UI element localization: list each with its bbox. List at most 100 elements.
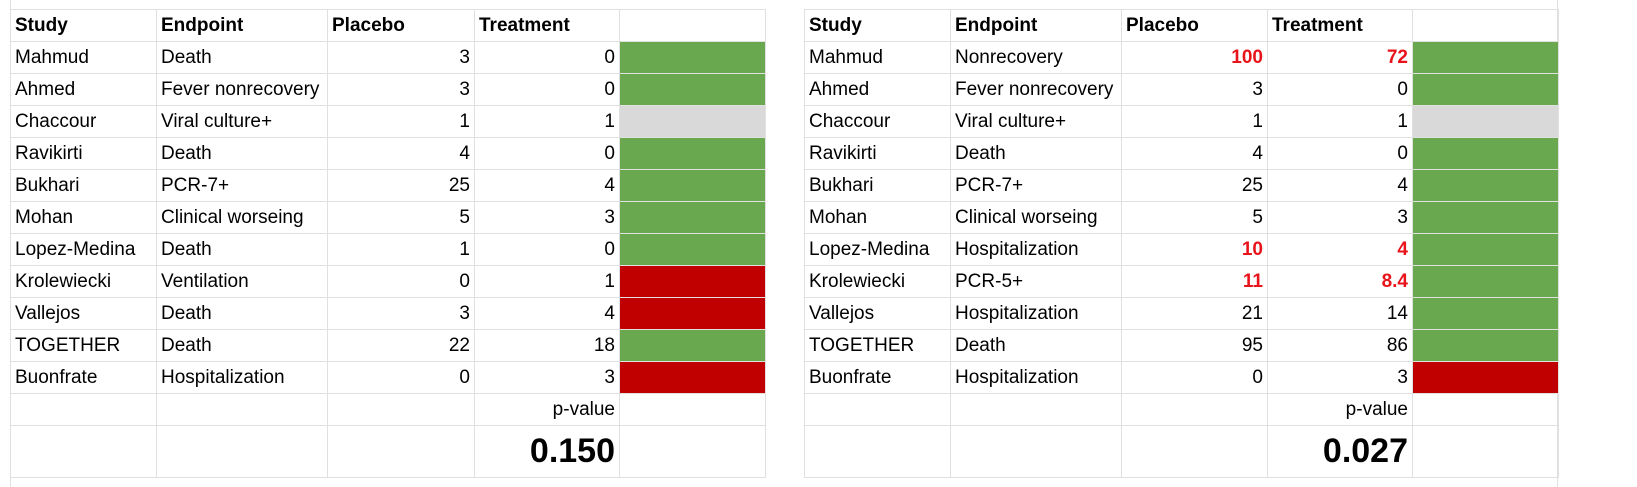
empty-cell[interactable] (1121, 393, 1268, 426)
header-color[interactable] (1412, 9, 1559, 42)
header-study[interactable]: Study (10, 9, 157, 42)
placebo-cell[interactable]: 3 (327, 73, 475, 106)
placebo-cell[interactable]: 1 (327, 233, 475, 266)
treatment-cell[interactable]: 3 (1267, 361, 1413, 394)
placebo-cell[interactable]: 25 (327, 169, 475, 202)
treatment-cell[interactable]: 1 (474, 265, 620, 298)
p-value[interactable]: 0.150 (474, 425, 620, 478)
placebo-cell[interactable]: 100 (1121, 41, 1268, 74)
placebo-cell[interactable]: 22 (327, 329, 475, 362)
study-cell[interactable]: Lopez-Medina (10, 233, 157, 266)
treatment-cell[interactable]: 3 (474, 361, 620, 394)
header-placebo[interactable]: Placebo (1121, 9, 1268, 42)
empty-cell[interactable] (1412, 393, 1559, 426)
study-cell[interactable]: Krolewiecki (10, 265, 157, 298)
result-color-cell[interactable] (619, 297, 766, 330)
treatment-cell[interactable]: 8.4 (1267, 265, 1413, 298)
study-cell[interactable]: Mahmud (804, 41, 951, 74)
treatment-cell[interactable]: 18 (474, 329, 620, 362)
placebo-cell[interactable]: 10 (1121, 233, 1268, 266)
endpoint-cell[interactable]: PCR-7+ (156, 169, 328, 202)
result-color-cell[interactable] (619, 329, 766, 362)
treatment-cell[interactable]: 72 (1267, 41, 1413, 74)
result-color-cell[interactable] (1412, 169, 1559, 202)
endpoint-cell[interactable]: Death (156, 297, 328, 330)
endpoint-cell[interactable]: Death (950, 329, 1122, 362)
placebo-cell[interactable]: 5 (327, 201, 475, 234)
endpoint-cell[interactable]: PCR-5+ (950, 265, 1122, 298)
p-value-label[interactable]: p-value (1267, 393, 1413, 426)
endpoint-cell[interactable]: Hospitalization (950, 361, 1122, 394)
treatment-cell[interactable]: 0 (1267, 73, 1413, 106)
treatment-cell[interactable]: 86 (1267, 329, 1413, 362)
placebo-cell[interactable]: 0 (1121, 361, 1268, 394)
study-cell[interactable]: Krolewiecki (804, 265, 951, 298)
study-cell[interactable]: Buonfrate (804, 361, 951, 394)
endpoint-cell[interactable]: Fever nonrecovery (156, 73, 328, 106)
result-color-cell[interactable] (1412, 233, 1559, 266)
endpoint-cell[interactable]: Fever nonrecovery (950, 73, 1122, 106)
result-color-cell[interactable] (1412, 137, 1559, 170)
result-color-cell[interactable] (1412, 297, 1559, 330)
result-color-cell[interactable] (619, 265, 766, 298)
study-cell[interactable]: TOGETHER (804, 329, 951, 362)
treatment-cell[interactable]: 0 (474, 73, 620, 106)
treatment-cell[interactable]: 4 (1267, 169, 1413, 202)
treatment-cell[interactable]: 0 (1267, 137, 1413, 170)
placebo-cell[interactable]: 25 (1121, 169, 1268, 202)
treatment-cell[interactable]: 14 (1267, 297, 1413, 330)
endpoint-cell[interactable]: Clinical worseing (950, 201, 1122, 234)
empty-cell[interactable] (619, 425, 766, 478)
study-cell[interactable]: Vallejos (10, 297, 157, 330)
endpoint-cell[interactable]: Viral culture+ (156, 105, 328, 138)
result-color-cell[interactable] (619, 137, 766, 170)
result-color-cell[interactable] (619, 169, 766, 202)
result-color-cell[interactable] (1412, 201, 1559, 234)
endpoint-cell[interactable]: Nonrecovery (950, 41, 1122, 74)
empty-cell[interactable] (10, 425, 157, 478)
treatment-cell[interactable]: 1 (1267, 105, 1413, 138)
empty-cell[interactable] (10, 393, 157, 426)
result-color-cell[interactable] (619, 41, 766, 74)
placebo-cell[interactable]: 5 (1121, 201, 1268, 234)
treatment-cell[interactable]: 3 (1267, 201, 1413, 234)
empty-cell[interactable] (950, 425, 1122, 478)
header-study[interactable]: Study (804, 9, 951, 42)
endpoint-cell[interactable]: Hospitalization (950, 233, 1122, 266)
empty-cell[interactable] (804, 393, 951, 426)
treatment-cell[interactable]: 1 (474, 105, 620, 138)
placebo-cell[interactable]: 4 (1121, 137, 1268, 170)
treatment-cell[interactable]: 4 (474, 169, 620, 202)
study-cell[interactable]: Ahmed (10, 73, 157, 106)
study-cell[interactable]: Mahmud (10, 41, 157, 74)
p-value[interactable]: 0.027 (1267, 425, 1413, 478)
treatment-cell[interactable]: 4 (1267, 233, 1413, 266)
empty-cell[interactable] (327, 393, 475, 426)
empty-cell[interactable] (804, 425, 951, 478)
study-cell[interactable]: Chaccour (10, 105, 157, 138)
study-cell[interactable]: Bukhari (10, 169, 157, 202)
result-color-cell[interactable] (1412, 105, 1559, 138)
header-placebo[interactable]: Placebo (327, 9, 475, 42)
result-color-cell[interactable] (1412, 41, 1559, 74)
endpoint-cell[interactable]: Ventilation (156, 265, 328, 298)
placebo-cell[interactable]: 4 (327, 137, 475, 170)
empty-cell[interactable] (619, 393, 766, 426)
endpoint-cell[interactable]: Death (950, 137, 1122, 170)
result-color-cell[interactable] (1412, 73, 1559, 106)
study-cell[interactable]: Ravikirti (804, 137, 951, 170)
placebo-cell[interactable]: 3 (327, 297, 475, 330)
endpoint-cell[interactable]: Hospitalization (950, 297, 1122, 330)
endpoint-cell[interactable]: Clinical worseing (156, 201, 328, 234)
header-endpoint[interactable]: Endpoint (156, 9, 328, 42)
endpoint-cell[interactable]: Death (156, 329, 328, 362)
placebo-cell[interactable]: 11 (1121, 265, 1268, 298)
treatment-cell[interactable]: 4 (474, 297, 620, 330)
placebo-cell[interactable]: 0 (327, 361, 475, 394)
placebo-cell[interactable]: 3 (327, 41, 475, 74)
study-cell[interactable]: Vallejos (804, 297, 951, 330)
treatment-cell[interactable]: 0 (474, 137, 620, 170)
result-color-cell[interactable] (619, 233, 766, 266)
study-cell[interactable]: Buonfrate (10, 361, 157, 394)
result-color-cell[interactable] (619, 361, 766, 394)
